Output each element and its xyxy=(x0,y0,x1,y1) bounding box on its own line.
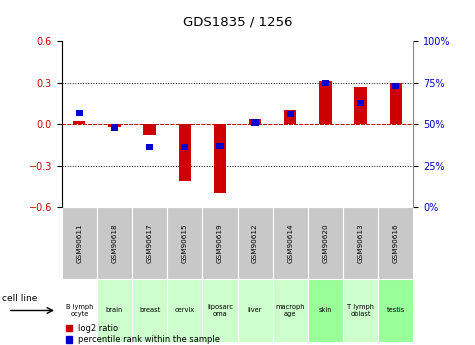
Bar xyxy=(357,100,364,106)
Bar xyxy=(249,119,261,124)
Bar xyxy=(273,279,308,342)
Text: testis: testis xyxy=(387,307,405,314)
Bar xyxy=(216,142,224,149)
Bar xyxy=(146,144,153,150)
Bar xyxy=(76,109,83,116)
Bar xyxy=(354,87,367,124)
Bar xyxy=(111,125,118,131)
Text: cervix: cervix xyxy=(175,307,195,314)
Bar xyxy=(97,207,132,279)
Bar xyxy=(390,83,402,124)
Bar xyxy=(73,121,86,124)
Bar xyxy=(179,124,191,181)
Text: GSM90614: GSM90614 xyxy=(287,224,293,263)
Text: GSM90617: GSM90617 xyxy=(147,224,152,263)
Text: GSM90616: GSM90616 xyxy=(393,224,399,263)
Bar xyxy=(343,279,378,342)
Bar xyxy=(286,111,294,117)
Legend: log2 ratio, percentile rank within the sample: log2 ratio, percentile rank within the s… xyxy=(66,324,220,344)
Bar xyxy=(284,110,296,124)
Bar xyxy=(181,144,189,150)
Text: T lymph
oblast: T lymph oblast xyxy=(347,304,374,317)
Text: liposarc
oma: liposarc oma xyxy=(207,304,233,317)
Text: GSM90613: GSM90613 xyxy=(358,224,363,263)
Bar xyxy=(251,119,259,126)
Bar xyxy=(378,207,413,279)
Bar xyxy=(62,207,97,279)
Bar xyxy=(308,207,343,279)
Bar xyxy=(167,279,202,342)
Bar xyxy=(108,124,121,127)
Bar xyxy=(238,207,273,279)
Bar xyxy=(378,279,413,342)
Text: GSM90618: GSM90618 xyxy=(112,224,117,263)
Bar xyxy=(322,80,329,86)
Bar xyxy=(392,83,399,89)
Bar xyxy=(143,124,156,135)
Bar xyxy=(132,279,167,342)
Text: GSM90612: GSM90612 xyxy=(252,224,258,263)
Bar xyxy=(308,279,343,342)
Bar xyxy=(132,207,167,279)
Bar xyxy=(202,279,238,342)
Text: liver: liver xyxy=(248,307,262,314)
Bar xyxy=(202,207,238,279)
Text: B lymph
ocyte: B lymph ocyte xyxy=(66,304,93,317)
Bar xyxy=(214,124,226,193)
Bar xyxy=(238,279,273,342)
Text: brain: brain xyxy=(106,307,123,314)
Text: cell line: cell line xyxy=(2,294,38,303)
Bar xyxy=(273,207,308,279)
Text: GSM90619: GSM90619 xyxy=(217,224,223,263)
Bar xyxy=(62,279,97,342)
Text: skin: skin xyxy=(319,307,332,314)
Text: GDS1835 / 1256: GDS1835 / 1256 xyxy=(183,16,292,29)
Text: GSM90620: GSM90620 xyxy=(323,224,328,263)
Text: breast: breast xyxy=(139,307,160,314)
Bar xyxy=(319,81,332,124)
Bar xyxy=(97,279,132,342)
Text: GSM90615: GSM90615 xyxy=(182,224,188,263)
Bar xyxy=(167,207,202,279)
Text: macroph
age: macroph age xyxy=(276,304,305,317)
Bar xyxy=(343,207,378,279)
Text: GSM90611: GSM90611 xyxy=(76,224,82,263)
